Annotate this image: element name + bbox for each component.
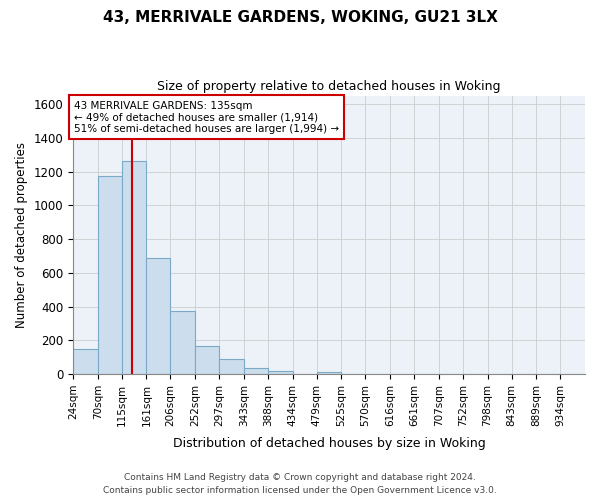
Bar xyxy=(244,368,268,374)
Text: 43 MERRIVALE GARDENS: 135sqm
← 49% of detached houses are smaller (1,914)
51% of: 43 MERRIVALE GARDENS: 135sqm ← 49% of de… xyxy=(74,100,339,134)
Bar xyxy=(219,359,244,374)
Title: Size of property relative to detached houses in Woking: Size of property relative to detached ho… xyxy=(157,80,501,93)
Bar xyxy=(98,176,122,374)
Bar xyxy=(146,258,170,374)
Bar xyxy=(170,310,195,374)
Y-axis label: Number of detached properties: Number of detached properties xyxy=(15,142,28,328)
Bar xyxy=(317,372,341,374)
Bar xyxy=(268,370,293,374)
Text: 43, MERRIVALE GARDENS, WOKING, GU21 3LX: 43, MERRIVALE GARDENS, WOKING, GU21 3LX xyxy=(103,10,497,25)
Bar xyxy=(195,346,219,374)
Text: Contains HM Land Registry data © Crown copyright and database right 2024.
Contai: Contains HM Land Registry data © Crown c… xyxy=(103,474,497,495)
Bar xyxy=(122,162,146,374)
X-axis label: Distribution of detached houses by size in Woking: Distribution of detached houses by size … xyxy=(173,437,485,450)
Bar xyxy=(73,348,98,374)
